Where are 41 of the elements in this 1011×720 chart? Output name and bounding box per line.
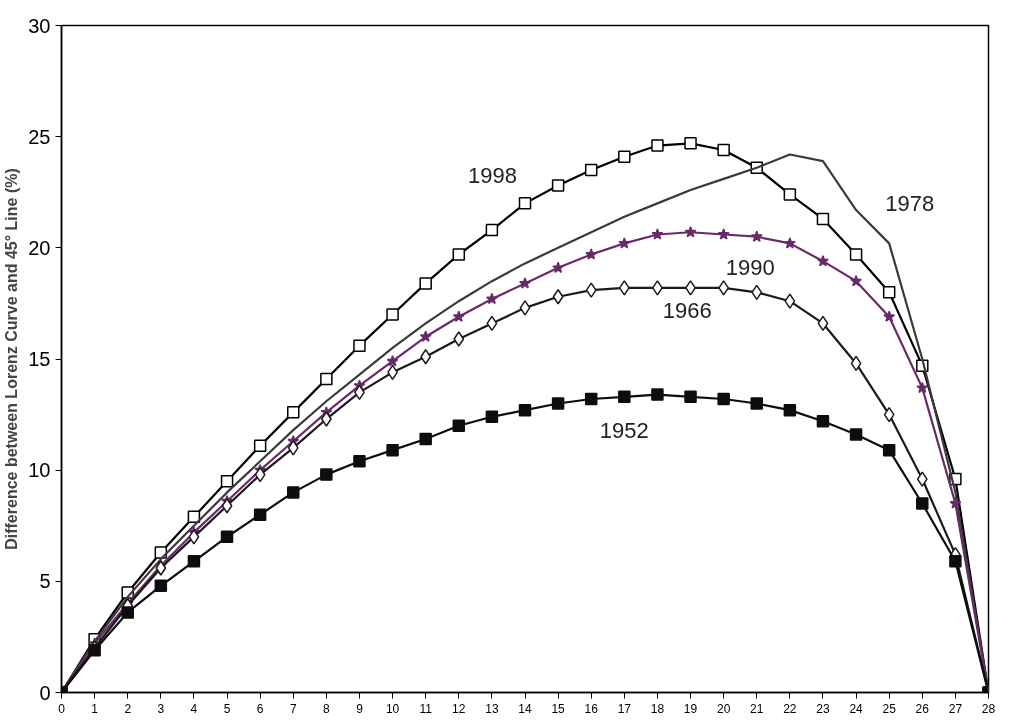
y-tick-label: 10: [28, 459, 51, 482]
y-tick-label: 20: [28, 236, 51, 259]
x-tick-label: 26: [915, 701, 930, 716]
x-tick-label: 22: [783, 701, 797, 716]
annotation: 1966: [662, 297, 712, 323]
x-tick-label: 21: [750, 701, 764, 716]
y-tick-label: 30: [28, 14, 51, 37]
y-axis-title: Difference between Lorenz Curve and 45° Line (%): [3, 168, 21, 550]
x-tick-label: 19: [683, 701, 698, 716]
x-tick-label: 15: [551, 701, 566, 716]
x-tick-label: 20: [716, 701, 731, 716]
x-tick-label: 27: [948, 701, 963, 716]
x-tick-label: 12: [452, 701, 466, 716]
x-tick-label: 2: [124, 701, 132, 716]
x-tick-label: 17: [617, 701, 632, 716]
x-tick-label: 4: [190, 701, 198, 716]
x-tick-label: 23: [816, 701, 830, 716]
x-tick-label: 8: [323, 701, 331, 716]
x-tick-label: 6: [256, 701, 264, 716]
y-tick-label: 15: [28, 348, 51, 370]
y-tick-label: 5: [39, 570, 51, 593]
x-tick-label: 7: [289, 701, 297, 716]
x-tick-label: 9: [356, 701, 364, 716]
x-tick-label: 18: [650, 701, 665, 716]
annotation: 1998: [468, 163, 518, 189]
annotation: 1990: [725, 255, 775, 281]
annotation: 1952: [599, 417, 649, 443]
x-tick-label: 24: [849, 701, 864, 716]
x-tick-label: 11: [419, 701, 433, 716]
x-tick-label: 5: [223, 701, 231, 716]
x-tick-label: 16: [584, 701, 599, 716]
x-tick-label: 1: [91, 701, 99, 716]
x-tick-label: 28: [981, 701, 996, 716]
annotation: 1978: [885, 191, 935, 217]
x-tick-label: 25: [882, 701, 897, 716]
x-tick-label: 0: [58, 701, 66, 716]
x-tick-label: 3: [157, 701, 165, 716]
x-tick-label: 10: [385, 701, 400, 716]
y-tick-label: 25: [28, 125, 51, 148]
x-tick-label: 14: [518, 701, 532, 716]
x-tick-label: 13: [485, 701, 499, 716]
